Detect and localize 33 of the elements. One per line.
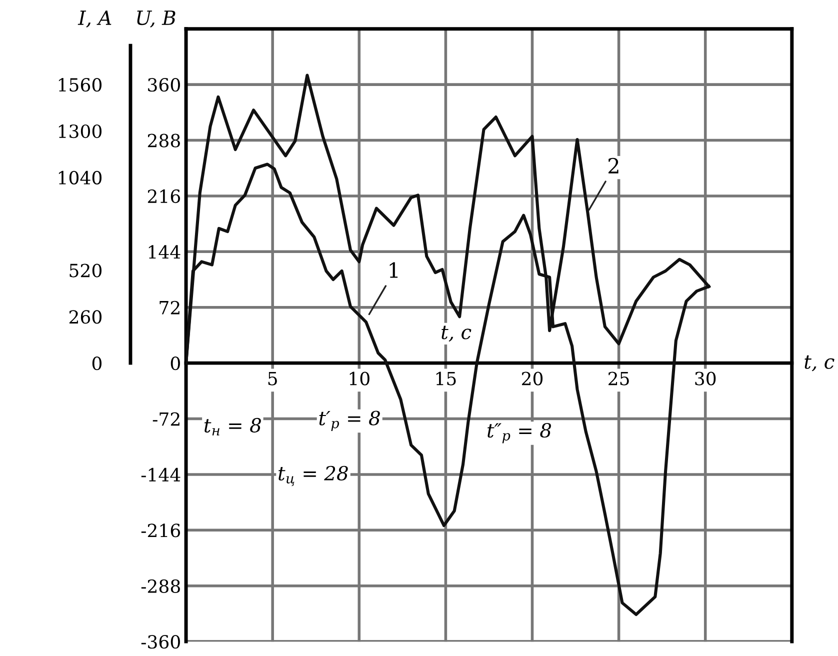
y-tick-label: 0 xyxy=(170,356,180,370)
y-tick-label: -72 xyxy=(152,412,180,426)
x-tick-label: 15 xyxy=(436,372,456,386)
y2-axis-title: I, A xyxy=(78,10,112,28)
x-tick-label: 20 xyxy=(522,372,543,386)
x-tick-label: 10 xyxy=(350,372,370,386)
y2-tick-label: 520 xyxy=(70,264,102,278)
y-tick-label: 360 xyxy=(148,78,180,92)
x-axis-title: t, с xyxy=(804,355,834,372)
y-tick-label: 216 xyxy=(148,189,180,204)
x-tick-label: 5 xyxy=(268,372,277,386)
y-axis-title: U, В xyxy=(137,10,176,28)
y-tick-label: -360 xyxy=(141,635,180,649)
y-tick-label: -288 xyxy=(141,579,180,593)
y2-tick-label: 0 xyxy=(92,356,102,370)
annotation: t′$_{р}$ = 8 xyxy=(319,410,380,431)
y-tick-label: 72 xyxy=(160,300,180,314)
y-tick-label: -144 xyxy=(141,468,180,482)
y2-tick-label: 1040 xyxy=(58,170,102,185)
y2-tick-label: 1300 xyxy=(58,124,102,138)
annotation: t$_{н}$ = 8 xyxy=(204,418,261,436)
annotation: t, с xyxy=(442,326,472,342)
annotation: t″$_{р}$ = 8 xyxy=(488,422,552,444)
x-tick-label: 25 xyxy=(608,372,629,386)
y-tick-label: 288 xyxy=(148,134,180,148)
y-tick-label: -216 xyxy=(141,524,180,538)
y2-tick-label: 260 xyxy=(69,310,102,324)
annotation: t$_{ц}$ = 28 xyxy=(278,466,348,486)
y-tick-label: 144 xyxy=(148,245,180,259)
x-tick-label: 30 xyxy=(695,372,716,386)
y2-tick-label: 1560 xyxy=(58,78,102,92)
annotation: 1 xyxy=(390,262,398,278)
annotation: 2 xyxy=(608,158,618,174)
